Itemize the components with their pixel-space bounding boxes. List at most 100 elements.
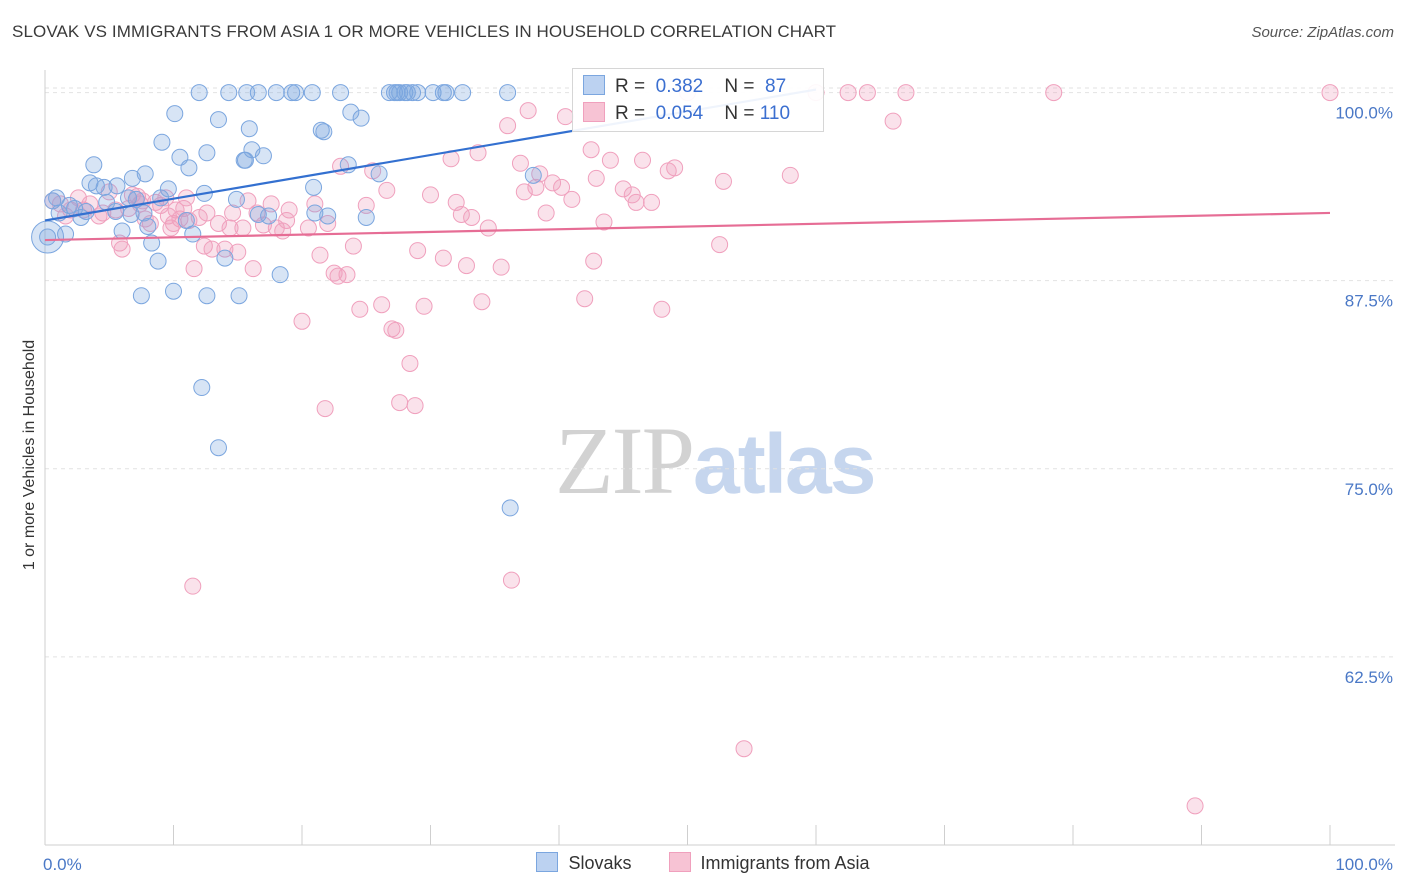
source-label: Source: ZipAtlas.com — [1251, 24, 1394, 41]
slovaks-point — [85, 156, 103, 174]
slovaks-point — [342, 103, 360, 121]
asia-point — [452, 205, 470, 223]
slovaks-point — [303, 84, 321, 102]
watermark: ZIPatlas — [555, 405, 876, 516]
slovaks-point — [180, 159, 198, 177]
asia-point — [254, 216, 272, 234]
slovaks-point — [254, 147, 272, 165]
slovaks-point — [209, 439, 227, 457]
r-label: R = — [615, 76, 646, 97]
watermark-zip: ZIP — [555, 407, 695, 514]
slovaks-point — [135, 204, 153, 222]
slovaks-r-value: 0.382 — [655, 76, 704, 97]
asia-point — [293, 312, 311, 330]
slovaks-point — [220, 84, 238, 102]
asia-point — [387, 321, 405, 339]
asia-point — [141, 214, 159, 232]
asia-point — [714, 172, 732, 190]
gridlines — [45, 87, 1395, 658]
tick-labels: 62.5% 75.0% 87.5% 100.0% 0.0% 100.0% — [43, 104, 1393, 874]
slovaks-point — [260, 207, 278, 225]
slovaks-point — [306, 204, 324, 222]
slovaks-point — [159, 180, 177, 198]
asia-point — [531, 165, 549, 183]
slovaks-point — [230, 287, 248, 305]
asia-point — [884, 112, 902, 130]
slovaks-point — [305, 178, 323, 196]
asia-point — [614, 180, 632, 198]
asia-legend-swatch — [668, 852, 691, 872]
slovaks-point — [249, 84, 267, 102]
asia-point — [563, 190, 581, 208]
asia-point — [171, 210, 189, 228]
slovaks-point — [198, 287, 216, 305]
slovaks-point — [424, 84, 442, 102]
slovaks-point — [139, 218, 157, 236]
asia-point — [519, 102, 537, 120]
asia-point — [735, 740, 753, 758]
asia-point — [643, 193, 661, 211]
asia-point — [479, 219, 497, 237]
asia-point — [457, 257, 475, 275]
asia-point — [585, 252, 603, 270]
asia-n-value: 110 — [759, 103, 791, 124]
asia-point — [316, 400, 334, 418]
slovaks-point — [107, 202, 125, 220]
slovaks-point — [267, 84, 285, 102]
asia-trend-line — [44, 211, 1331, 242]
slovaks-point — [437, 84, 455, 102]
asia-point — [1045, 84, 1063, 102]
asia-point — [601, 151, 619, 169]
y-tick-label: 100.0% — [1335, 104, 1393, 123]
slovaks-point — [524, 166, 542, 184]
x-tick-label: 100.0% — [1335, 855, 1393, 874]
slovaks-point — [398, 84, 416, 102]
slovaks-point — [287, 84, 305, 102]
asia-point — [185, 260, 203, 278]
asia-point — [278, 211, 296, 229]
correlation-legend: R = 0.382 N = 87 R = 0.054 N = 110 — [572, 68, 824, 132]
asia-point — [781, 166, 799, 184]
asia-point — [711, 236, 729, 254]
slovaks-point — [209, 111, 227, 129]
r-label: R = — [615, 103, 646, 124]
asia-point — [415, 297, 433, 315]
asia-point — [492, 258, 510, 276]
slovaks-point — [312, 121, 330, 139]
asia-point — [434, 249, 452, 267]
asia-point — [582, 141, 600, 159]
asia-point — [634, 151, 652, 169]
asia-point — [184, 577, 202, 595]
slovaks-point — [113, 222, 131, 240]
asia-point — [627, 193, 645, 211]
asia-point — [280, 201, 298, 219]
slovaks-point — [153, 133, 171, 151]
legend-item-asia: Immigrants from Asia — [668, 852, 870, 874]
asia-point — [839, 84, 857, 102]
n-label: N = — [724, 76, 755, 97]
slovaks-point — [271, 266, 289, 284]
y-tick-label: 62.5% — [1345, 668, 1393, 687]
slovaks-point — [227, 190, 245, 208]
asia-point — [897, 84, 915, 102]
slovaks-legend-swatch — [536, 852, 559, 872]
asia-point — [502, 571, 520, 589]
asia-point — [338, 266, 356, 284]
asia-point — [544, 174, 562, 192]
asia-legend-label: Immigrants from Asia — [700, 853, 870, 873]
slovaks-point — [48, 189, 66, 207]
slovaks-point — [165, 282, 182, 300]
slovaks-point — [332, 84, 350, 102]
asia-point — [198, 204, 216, 222]
slovaks-point — [132, 287, 150, 305]
asia-point — [306, 195, 324, 213]
asia-point — [576, 290, 594, 308]
asia-point — [858, 84, 876, 102]
asia-point — [234, 219, 252, 237]
slovaks-n-value: 87 — [765, 76, 787, 97]
slovaks-point — [60, 196, 78, 214]
slovaks-swatch — [583, 75, 605, 95]
slovaks-point — [198, 144, 216, 162]
asia-point — [329, 267, 347, 285]
